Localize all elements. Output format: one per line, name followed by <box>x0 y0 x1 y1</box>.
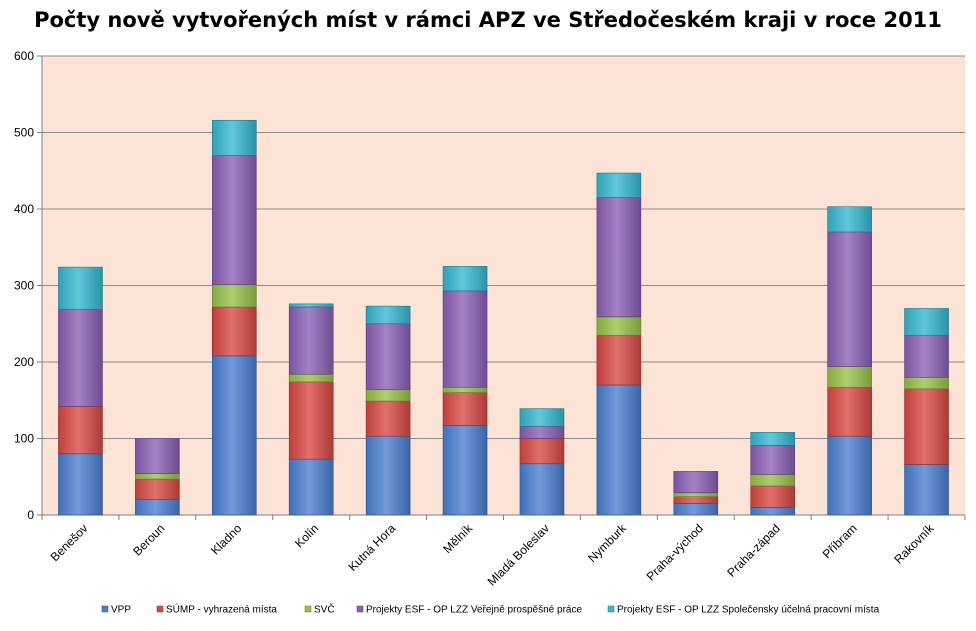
bar-segment <box>904 464 949 516</box>
bar-segment <box>211 119 257 156</box>
legend-label: SÚMP - vyhrazená místa <box>166 603 277 616</box>
bar-segment <box>596 384 642 516</box>
bar-segment <box>365 305 411 325</box>
bar-segment <box>904 334 949 378</box>
x-tick-label: Kladno <box>208 521 245 558</box>
legend-label: Projekty ESF - OP LZZ Veřejně prospěšné … <box>366 605 582 616</box>
bar-segment <box>288 373 334 383</box>
legend-swatch <box>607 605 615 613</box>
bar-segment <box>442 290 488 388</box>
legend-swatch <box>101 605 109 613</box>
bar-segment <box>365 389 411 402</box>
bar-segment <box>365 435 411 516</box>
bar-segment <box>442 425 488 516</box>
x-tick-label: Mělník <box>440 521 476 557</box>
bar-segment <box>827 231 872 367</box>
bar-segment <box>288 306 334 375</box>
bar-segment <box>750 445 796 475</box>
y-tick-label: 500 <box>14 126 34 140</box>
bar-segment <box>519 438 565 465</box>
bar-segment <box>365 400 411 437</box>
bar-segment <box>750 432 796 446</box>
bar-segment <box>288 303 334 308</box>
x-tick-label: Praha-východ <box>644 521 706 583</box>
bar-segment <box>442 392 488 426</box>
y-tick-label: 100 <box>14 432 34 446</box>
bar-segment <box>211 155 257 286</box>
bar-segment <box>211 284 257 308</box>
bar-segment <box>673 503 719 516</box>
bar-segment <box>365 323 411 390</box>
bar-segment <box>827 435 872 516</box>
bar-segment <box>750 474 796 487</box>
y-tick-label: 0 <box>27 508 34 522</box>
x-tick-label: Kolín <box>292 521 321 550</box>
bar-segment <box>827 366 872 388</box>
bar-segment <box>211 306 257 357</box>
bar-segment <box>58 406 103 455</box>
y-tick-label: 200 <box>14 355 34 369</box>
x-tick-label: Rakovník <box>891 521 937 567</box>
legend-swatch <box>156 605 164 613</box>
x-tick-label: Mladá Boleslav <box>485 521 552 588</box>
bar-segment <box>519 425 565 439</box>
x-tick-label: Benešov <box>48 521 91 564</box>
x-tick-label: Nymburk <box>585 521 630 566</box>
bar-segment <box>135 499 180 516</box>
x-tick-label: Kutná Hora <box>345 521 398 574</box>
bar-segment <box>519 408 565 427</box>
x-tick-label: Příbram <box>820 521 860 561</box>
bar-segment <box>288 381 334 460</box>
bar-segment <box>750 485 796 508</box>
y-tick-label: 300 <box>14 279 34 293</box>
bar-segment <box>211 355 257 516</box>
x-tick-label: Beroun <box>130 521 167 558</box>
bar-segment <box>596 334 642 386</box>
legend-label: Projekty ESF - OP LZZ Společensky účelná… <box>617 605 880 616</box>
bar-segment <box>673 492 719 497</box>
legend-swatch <box>304 605 312 613</box>
bar-segment <box>827 386 872 437</box>
bar-segment <box>596 172 642 198</box>
legend-swatch <box>356 605 364 613</box>
bar-segment <box>58 453 103 516</box>
legend-label: SVČ <box>314 603 335 616</box>
bar-segment <box>596 316 642 336</box>
bar-segment <box>135 473 180 480</box>
bar-segment <box>135 438 180 474</box>
bar-segment <box>519 463 565 516</box>
bar-segment <box>596 197 642 318</box>
bar-segment <box>750 507 796 516</box>
bar-segment <box>827 206 872 233</box>
bar-segment <box>673 496 719 504</box>
legend-label: VPP <box>111 605 131 616</box>
bar-segment <box>288 458 334 516</box>
bar-segment <box>904 308 949 336</box>
bar-segment <box>58 308 103 407</box>
chart-title: Počty nově vytvořených míst v rámci APZ … <box>34 8 942 32</box>
y-tick-label: 400 <box>14 202 34 216</box>
bar-segment <box>442 386 488 393</box>
bar-segment <box>904 376 949 390</box>
bar-segment <box>673 471 719 494</box>
bar-segment <box>58 266 103 310</box>
bar-segment <box>442 266 488 292</box>
y-tick-label: 600 <box>14 49 34 63</box>
bar-segment <box>904 388 949 465</box>
bar-segment <box>135 478 180 501</box>
x-tick-label: Praha-západ <box>724 521 782 579</box>
